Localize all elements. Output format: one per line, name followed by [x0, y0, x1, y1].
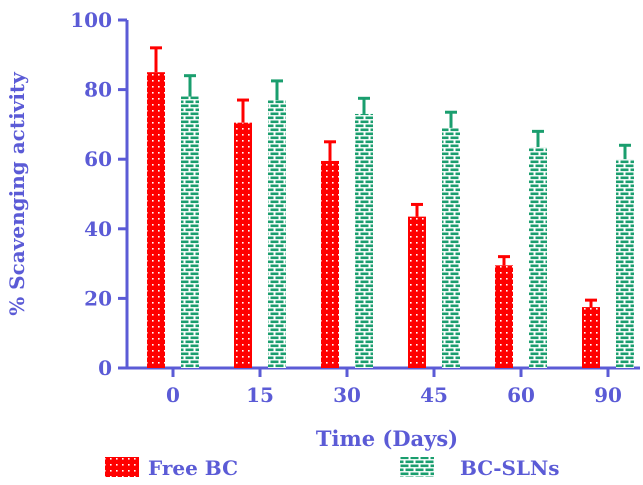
x-tick-label: 45	[420, 383, 448, 407]
bar-free-bc	[495, 265, 513, 368]
legend-swatch-free-bc	[105, 457, 139, 477]
legend: Free BC BC-SLNs	[105, 456, 560, 480]
bar-free-bc	[147, 72, 165, 368]
y-tick-label: 80	[84, 78, 112, 102]
y-tick-label: 100	[70, 8, 112, 32]
bar-bc-slns	[268, 100, 286, 368]
x-tick-label: 90	[594, 383, 622, 407]
x-tick-label: 0	[166, 383, 180, 407]
x-tick-label: 15	[246, 383, 274, 407]
bar-free-bc	[234, 122, 252, 368]
bar-free-bc	[408, 216, 426, 368]
x-axis-label: Time (Days)	[316, 426, 458, 451]
x-tick-label: 30	[333, 383, 361, 407]
y-axis-label: % Scavenging activity	[5, 71, 29, 316]
legend-label-free-bc: Free BC	[148, 456, 238, 480]
y-tick-label: 0	[98, 356, 112, 380]
bar-free-bc	[321, 160, 339, 368]
bar-bc-slns	[181, 96, 199, 368]
legend-label-bc-slns: BC-SLNs	[460, 456, 560, 480]
legend-swatch-bc-slns	[400, 457, 434, 477]
bar-bc-slns	[529, 147, 547, 368]
bar-bc-slns	[355, 113, 373, 369]
y-tick-label: 40	[84, 217, 112, 241]
x-tick-label: 60	[507, 383, 535, 407]
bar-bc-slns	[616, 159, 634, 368]
y-tick-label: 20	[84, 286, 112, 310]
bar-free-bc	[582, 307, 600, 368]
y-tick-label: 60	[84, 147, 112, 171]
bar-bc-slns	[442, 127, 460, 368]
